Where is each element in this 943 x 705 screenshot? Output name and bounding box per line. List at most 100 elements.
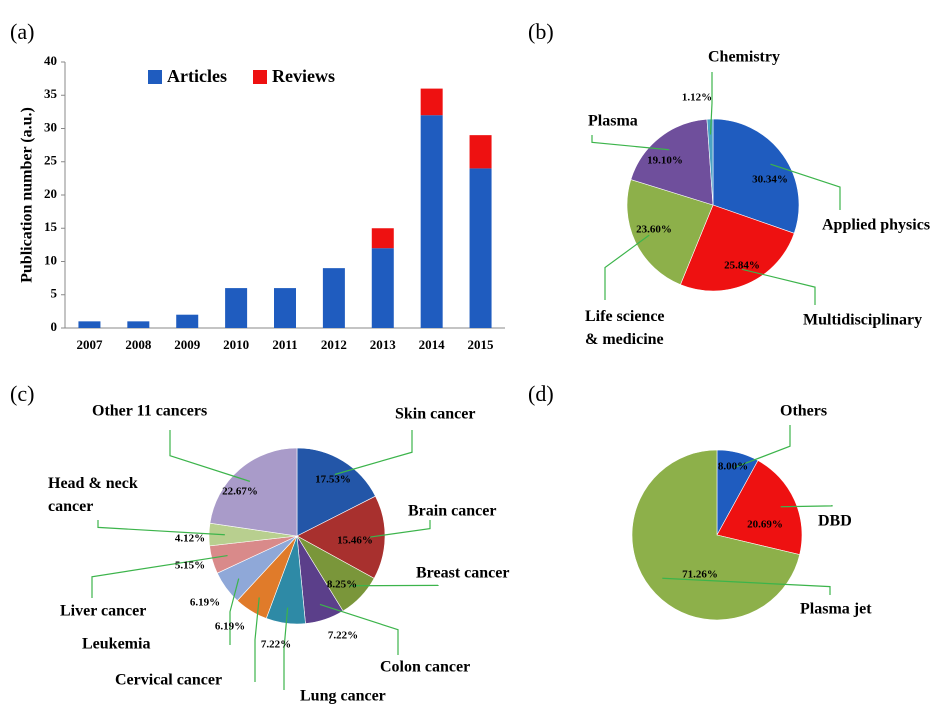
- leader-line: [169, 430, 251, 482]
- slice-label: Applied physics: [822, 217, 930, 234]
- leader-line: [283, 607, 289, 690]
- panel-label: (d): [528, 381, 554, 406]
- value-label: 6.19%: [215, 621, 245, 633]
- bar-segment: [225, 288, 248, 328]
- slice-label: Plasma: [588, 113, 638, 130]
- value-label: 71.26%: [682, 569, 718, 581]
- bar-segment: [469, 135, 492, 169]
- panel-label: (b): [528, 19, 554, 44]
- value-label: 1.12%: [682, 92, 712, 104]
- bar-segment: [274, 288, 296, 328]
- value-label: 25.84%: [724, 260, 760, 272]
- slice-label: Head & neck cancer: [48, 475, 138, 515]
- bar-segment: [420, 115, 443, 328]
- leader-line: [709, 72, 713, 135]
- legend-swatch: [253, 70, 267, 84]
- slice-label: Life science & medicine: [585, 308, 665, 348]
- leader-line: [349, 584, 439, 587]
- y-axis-label: Publication number (a.u.): [19, 107, 36, 283]
- y-tick-label: 40: [44, 53, 57, 68]
- y-tick-label: 25: [44, 153, 58, 168]
- y-tick-label: 30: [44, 119, 57, 134]
- slice-label: Multidisciplinary: [803, 312, 922, 329]
- y-tick-label: 5: [51, 286, 58, 301]
- pie-slice: [630, 118, 714, 206]
- leader-line: [319, 603, 399, 655]
- slice-label: Others: [780, 403, 827, 420]
- slice-label: Cervical cancer: [115, 672, 222, 689]
- x-tick-label: 2012: [321, 337, 347, 352]
- legend-label: Reviews: [272, 66, 335, 86]
- bar-segment: [322, 268, 345, 328]
- x-tick-label: 2010: [223, 337, 249, 352]
- x-tick-label: 2008: [125, 337, 152, 352]
- x-tick-label: 2014: [419, 337, 446, 352]
- slice-label: Brain cancer: [408, 503, 496, 520]
- y-tick-label: 35: [44, 86, 58, 101]
- slice-label: Other 11 cancers: [92, 403, 207, 420]
- value-label: 5.15%: [175, 560, 205, 572]
- leader-line: [780, 505, 833, 508]
- y-tick-label: 20: [44, 186, 57, 201]
- leader-line: [734, 425, 791, 469]
- x-tick-label: 2013: [370, 337, 397, 352]
- slice-label: Breast cancer: [416, 565, 509, 582]
- slice-label: Leukemia: [82, 636, 150, 653]
- pie-slice: [626, 179, 714, 285]
- bar-segment: [176, 314, 199, 328]
- y-tick-label: 0: [51, 319, 58, 334]
- value-label: 8.00%: [718, 461, 748, 473]
- value-label: 23.60%: [636, 224, 672, 236]
- leader-line: [334, 430, 413, 476]
- y-tick-label: 15: [44, 219, 58, 234]
- slice-label: Chemistry: [708, 49, 780, 66]
- slice-label: Skin cancer: [395, 406, 475, 423]
- legend-swatch: [148, 70, 162, 84]
- leader-line: [604, 234, 650, 300]
- legend-label: Articles: [167, 66, 227, 86]
- value-label: 20.69%: [747, 519, 783, 531]
- bar-segment: [371, 228, 394, 249]
- x-tick-label: 2009: [174, 337, 201, 352]
- bar-segment: [127, 321, 150, 328]
- pie-slice: [716, 460, 803, 555]
- bar-segment: [469, 168, 492, 328]
- slice-label: Lung cancer: [300, 688, 386, 705]
- slice-label: Plasma jet: [800, 601, 872, 618]
- value-label: 30.34%: [752, 174, 788, 186]
- pie-slice: [209, 447, 298, 537]
- value-label: 15.46%: [337, 535, 373, 547]
- value-label: 22.67%: [222, 486, 258, 498]
- leader-line: [229, 578, 240, 645]
- slice-label: DBD: [818, 513, 852, 530]
- leader-line: [741, 268, 816, 305]
- slice-label: Colon cancer: [380, 659, 470, 676]
- panel-label: (c): [10, 381, 34, 406]
- bar-segment: [371, 248, 394, 328]
- leader-line: [97, 520, 225, 536]
- x-tick-label: 2007: [76, 337, 103, 352]
- pie-slice: [296, 495, 386, 579]
- leader-line: [770, 163, 841, 210]
- pie-slice: [706, 118, 714, 206]
- slice-label: Liver cancer: [60, 603, 146, 620]
- leader-line: [91, 554, 228, 598]
- value-label: 7.22%: [328, 630, 358, 642]
- leader-line: [591, 135, 670, 151]
- leader-line: [662, 577, 831, 595]
- value-label: 19.10%: [647, 155, 683, 167]
- value-label: 17.53%: [315, 474, 351, 486]
- leader-line: [254, 597, 260, 682]
- bar-segment: [420, 88, 443, 116]
- value-label: 8.25%: [327, 579, 357, 591]
- value-label: 7.22%: [261, 639, 291, 651]
- panel-label: (a): [10, 19, 34, 44]
- x-tick-label: 2015: [468, 337, 495, 352]
- pie-slice: [680, 204, 795, 292]
- bar-segment: [78, 321, 101, 328]
- pie-slice: [631, 449, 801, 621]
- leader-line: [369, 520, 431, 538]
- pie-slice: [296, 447, 376, 537]
- x-tick-label: 2011: [272, 337, 297, 352]
